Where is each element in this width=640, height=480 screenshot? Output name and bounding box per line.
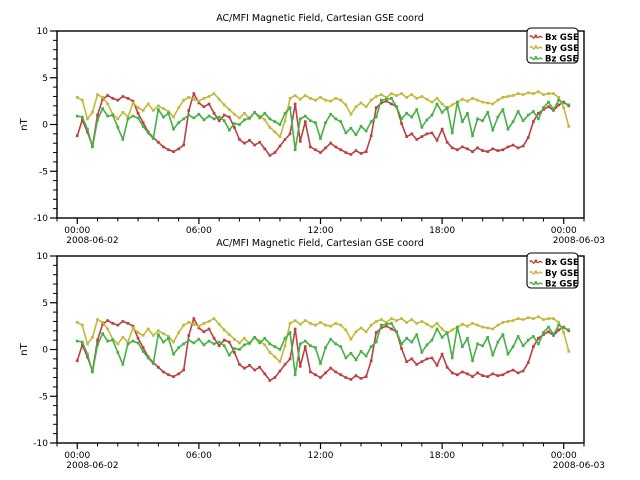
series-by-gse [75, 90, 571, 138]
y-axis-label: nT [19, 342, 30, 355]
series-bz-gse [75, 97, 571, 152]
plot-area[interactable] [56, 255, 585, 444]
legend-label: Bz GSE [545, 280, 578, 290]
legend-item-bx-gse: Bx GSE [529, 258, 579, 268]
x-date-label: 2008-06-03 [553, 236, 605, 246]
legend-label: By GSE [545, 269, 579, 279]
legend-marker-icon [534, 56, 538, 59]
legend-item-by-gse: By GSE [529, 269, 579, 279]
x-tick-label: 12:00 [308, 451, 334, 461]
y-axis[interactable]: 10 5 0 -5 -10 nT [19, 27, 57, 224]
x-tick-label: 12:00 [308, 226, 334, 236]
x-tick-label: 06:00 [186, 451, 212, 461]
y-tick-label: 10 [37, 252, 49, 262]
legend-marker-icon [534, 259, 538, 263]
panel-title: AC/MFI Magnetic Field, Cartesian GSE coo… [216, 13, 424, 24]
series-line [77, 322, 570, 376]
panel-1: AC/MFI Magnetic Field, Cartesian GSE coo… [19, 13, 605, 246]
x-tick-label: 18:00 [429, 451, 455, 461]
legend-item-bx-gse: Bx GSE [529, 33, 579, 43]
y-axis-label: nT [19, 117, 30, 130]
y-tick-label: 5 [42, 74, 48, 84]
y-tick-label: 10 [37, 27, 49, 37]
series-bz-gse [75, 322, 571, 377]
legend-label: Bx GSE [545, 33, 579, 43]
legend-item-bz-gse: Bz GSE [529, 280, 578, 290]
x-date-label: 2008-06-03 [553, 461, 605, 471]
panel-title: AC/MFI Magnetic Field, Cartesian GSE coo… [216, 238, 424, 249]
y-tick-label: 0 [42, 346, 48, 356]
series-markers [75, 90, 571, 138]
legend-label: Bz GSE [545, 55, 578, 65]
x-tick-label: 06:00 [186, 226, 212, 236]
y-tick-label: 5 [42, 299, 48, 309]
legend-item-bz-gse: Bz GSE [529, 55, 578, 65]
x-tick-label: 00:00 [551, 226, 577, 236]
x-tick-label: 00:00 [551, 451, 577, 461]
y-tick-label: -5 [39, 167, 48, 177]
y-tick-label: -10 [33, 439, 48, 449]
legend-marker-icon [534, 270, 538, 273]
legend-marker-icon [534, 45, 538, 48]
plot-area[interactable] [56, 30, 585, 219]
x-tick-label: 00:00 [64, 451, 90, 461]
legend-item-by-gse: By GSE [529, 44, 579, 54]
series-line [77, 97, 570, 151]
series-markers [75, 315, 571, 363]
series-by-gse [75, 315, 571, 363]
x-tick-label: 18:00 [429, 226, 455, 236]
x-tick-label: 00:00 [64, 226, 90, 236]
y-axis[interactable]: 10 5 0 -5 -10 nT [19, 252, 57, 449]
y-tick-label: 0 [42, 121, 48, 131]
legend-label: Bx GSE [545, 258, 579, 268]
y-tick-label: -5 [39, 392, 48, 402]
panel-2: AC/MFI Magnetic Field, Cartesian GSE coo… [19, 238, 605, 471]
y-tick-label: -10 [33, 214, 48, 224]
legend-marker-icon [534, 281, 538, 284]
legend-label: By GSE [545, 44, 579, 54]
series-bx-gse [75, 92, 571, 157]
x-date-label: 2008-06-02 [66, 461, 118, 471]
series-bx-gse [75, 317, 571, 382]
legend-marker-icon [534, 34, 538, 38]
x-date-label: 2008-06-02 [66, 236, 118, 246]
